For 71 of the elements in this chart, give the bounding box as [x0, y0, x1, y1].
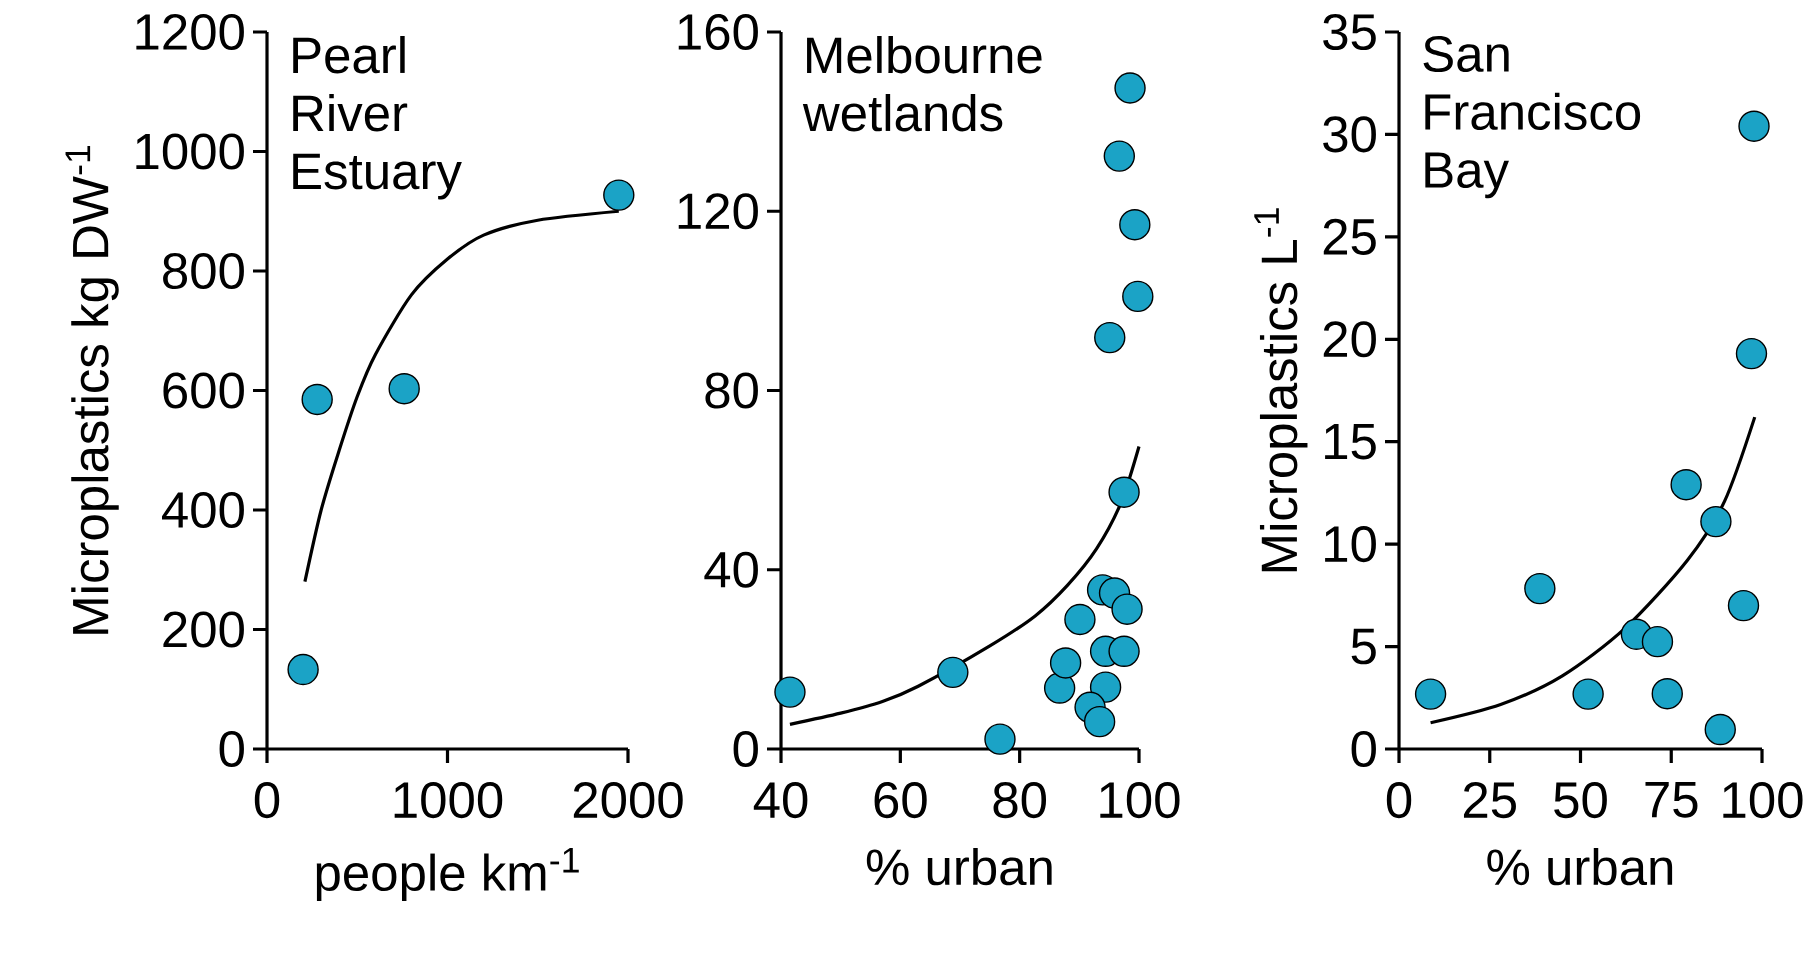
- text: Melbourne wetlands: [802, 35, 1042, 132]
- x-tick-label: 50: [1554, 782, 1607, 819]
- point: [1414, 678, 1447, 710]
- x-tick-label: 100: [1100, 782, 1180, 819]
- y-tick-label: 15: [1325, 423, 1376, 460]
- x-axis-title: people km$^{-1}$: [316, 847, 579, 902]
- point: [1670, 469, 1702, 501]
- y-tick-label: 600: [163, 372, 244, 409]
- point: [1572, 678, 1604, 710]
- x-tick-label: 0: [254, 782, 280, 819]
- point: [1064, 603, 1096, 636]
- point: [1103, 140, 1136, 172]
- point: [984, 723, 1016, 755]
- point: [301, 383, 333, 416]
- x-tick-label: 60: [874, 782, 927, 819]
- point: [1641, 625, 1674, 658]
- point: [1043, 672, 1076, 704]
- x-tick-label: 80: [993, 782, 1047, 819]
- point: [1108, 635, 1140, 667]
- x-tick-label: 100: [1723, 782, 1803, 819]
- x-tick-label: 2000: [573, 782, 683, 819]
- point: [1049, 647, 1082, 679]
- y-tick-label: 35: [1323, 13, 1376, 51]
- y-tick-label: 0: [1351, 730, 1376, 768]
- point: [1727, 589, 1760, 622]
- point: [1114, 72, 1146, 104]
- point: [1108, 476, 1140, 508]
- point: [1083, 705, 1116, 738]
- x-tick-label: 75: [1645, 782, 1698, 818]
- y-tick-label: 25: [1323, 218, 1376, 255]
- point: [1735, 337, 1768, 370]
- y-axis-title: Microplastics L$^{-1}$: [1254, 208, 1308, 572]
- x-tick-label: 0: [1386, 782, 1412, 819]
- point: [1094, 321, 1126, 354]
- y-tick-label: 1200: [136, 13, 244, 51]
- y-tick-label: 200: [163, 611, 244, 648]
- point: [1122, 280, 1154, 313]
- point: [1089, 671, 1122, 703]
- x-axis-title: % urban: [1487, 847, 1673, 886]
- x-tick-label: 25: [1463, 782, 1516, 819]
- x-axis-title: % urban: [866, 847, 1052, 886]
- y-tick-label: 80: [705, 372, 758, 409]
- point: [287, 653, 319, 686]
- y-tick-label: 400: [162, 491, 244, 529]
- y-tick-label: 40: [704, 551, 758, 588]
- point: [603, 179, 635, 211]
- y-axis-title: Microplastics kg DW$^{-1}$: [65, 145, 119, 634]
- y-tick-label: 800: [163, 252, 244, 290]
- text: Pearl River Estuary: [293, 35, 462, 200]
- point: [1119, 208, 1151, 241]
- point: [774, 676, 806, 708]
- point: [388, 373, 420, 405]
- y-tick-label: 0: [219, 730, 244, 768]
- y-tick-label: 0: [733, 730, 758, 768]
- y-tick-label: 20: [1323, 321, 1376, 358]
- y-tick-label: 10: [1325, 526, 1376, 563]
- text: San Francisco Bay: [1423, 35, 1641, 199]
- y-tick-label: 1000: [136, 133, 244, 170]
- point: [1111, 593, 1143, 625]
- point: [1524, 572, 1556, 605]
- y-tick-label: 5: [1351, 628, 1376, 665]
- point: [937, 656, 969, 689]
- point: [1704, 713, 1736, 746]
- x-tick-label: 40: [753, 782, 808, 819]
- point: [1700, 505, 1732, 538]
- point: [1738, 110, 1770, 142]
- y-tick-label: 120: [678, 193, 758, 230]
- y-tick-label: 30: [1323, 116, 1376, 153]
- point: [1651, 677, 1683, 710]
- y-tick-label: 160: [678, 13, 758, 51]
- x-tick-label: 1000: [394, 782, 503, 819]
